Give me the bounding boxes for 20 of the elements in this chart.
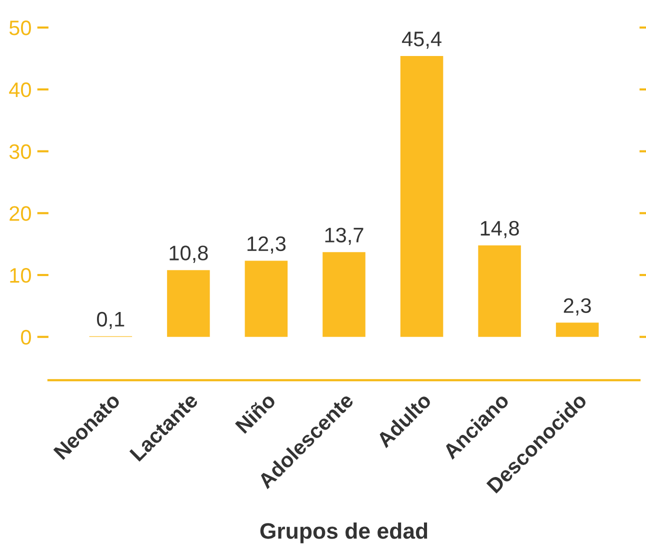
bar — [167, 270, 210, 337]
bar — [322, 252, 366, 337]
bar — [244, 260, 288, 337]
data-label: 2,3 — [564, 298, 591, 316]
y-tick-label: 20 — [10, 206, 31, 221]
y-tick-label: 10 — [10, 268, 31, 283]
y-tick-label: 30 — [9, 144, 31, 160]
bar — [478, 245, 521, 337]
data-label: 12,3 — [248, 236, 286, 254]
data-label: 13,7 — [325, 228, 364, 245]
y-tick-label: 50 — [9, 20, 31, 36]
y-tick-label: 40 — [9, 82, 31, 98]
y-tick-label: 0 — [21, 330, 31, 345]
bar — [556, 322, 599, 337]
data-label: 14,8 — [480, 220, 519, 238]
data-label: 0,1 — [97, 312, 124, 330]
data-label: 45,4 — [402, 32, 442, 49]
data-label: 10,8 — [170, 246, 208, 263]
x-axis-title: Grupos de edad — [260, 522, 428, 544]
bar — [400, 56, 444, 337]
